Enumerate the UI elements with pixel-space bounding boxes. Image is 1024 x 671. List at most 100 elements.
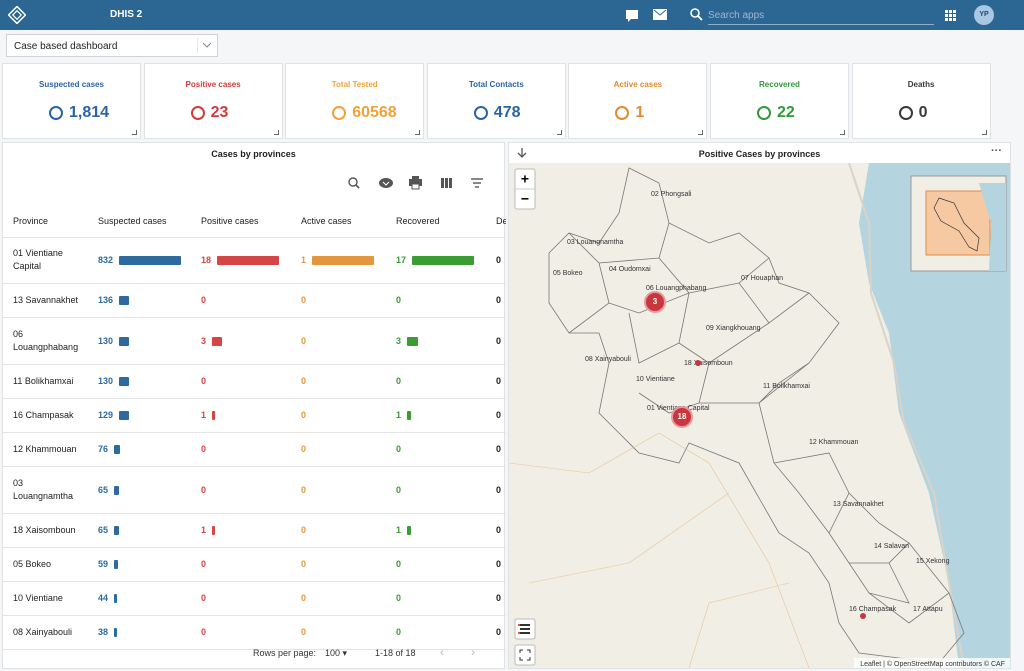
header-bar: DHIS 2 Search apps YP xyxy=(0,0,1024,30)
download-button[interactable] xyxy=(379,178,393,188)
province-cell: 03 Louangnamtha xyxy=(3,467,88,513)
case-cluster[interactable]: 3 xyxy=(644,291,666,313)
kpi-card[interactable]: Positive cases 23 xyxy=(143,63,283,139)
fullscreen-button[interactable] xyxy=(514,644,536,666)
kpi-card[interactable]: Active cases 1 xyxy=(568,63,708,139)
column-header: Suspected cases xyxy=(88,205,191,238)
province-name: 08 Xainyabouli xyxy=(13,627,73,637)
province-cell: 12 Khammouan xyxy=(3,433,88,466)
cell-value: 1 xyxy=(201,525,207,535)
kpi-card[interactable]: Deaths 0 xyxy=(851,63,991,139)
search-button[interactable] xyxy=(348,177,360,189)
province-cell: 16 Champasak xyxy=(3,399,88,432)
cell-value: 0 xyxy=(396,376,402,386)
cell-value: 0 xyxy=(201,627,207,637)
province-label: 08 Xainyabouli xyxy=(585,356,631,363)
cell-value: 0 xyxy=(496,410,502,420)
value-cell: 0 xyxy=(386,433,486,466)
kpi-card[interactable]: Recovered 22 xyxy=(710,63,849,139)
map-menu-button[interactable]: ··· xyxy=(991,145,1002,157)
value-bar xyxy=(212,336,223,346)
table-row: 06 Louangphabang 130 3 0 3 0 xyxy=(3,318,506,365)
kpi-card[interactable]: Total Tested 60568 xyxy=(285,63,425,139)
value-bar xyxy=(217,255,280,265)
value-cell: 0 xyxy=(386,474,486,507)
province-cell: 11 Bolikhamxai xyxy=(3,365,88,398)
zoom-in-button[interactable]: + xyxy=(521,171,529,187)
value-bar xyxy=(407,336,418,346)
legend-button[interactable] xyxy=(514,618,536,640)
cell-value: 0 xyxy=(396,444,402,454)
rows-per-page-select[interactable]: 100 ▾ xyxy=(325,648,348,658)
cell-value: 0 xyxy=(301,627,307,637)
email-icon[interactable] xyxy=(653,9,667,20)
value-cell: 1 xyxy=(291,244,386,277)
province-label: 02 Phongsali xyxy=(651,191,692,198)
filter-button[interactable] xyxy=(471,178,483,188)
kpi-card[interactable]: Total Contacts 478 xyxy=(426,63,566,139)
column-header: Deaths xyxy=(486,205,506,238)
value-cell: 0 xyxy=(191,474,291,507)
download-map-button[interactable] xyxy=(516,147,528,159)
messages-icon[interactable] xyxy=(625,9,639,22)
table-row: 05 Bokeo 59 0 0 0 0 xyxy=(3,548,506,582)
table-row: 16 Champasak 129 1 0 1 0 xyxy=(3,399,506,433)
value-cell: 0 xyxy=(486,433,506,466)
kpi-label: Total Tested xyxy=(331,80,378,89)
print-button[interactable] xyxy=(409,176,422,190)
search-icon xyxy=(690,8,703,21)
user-avatar[interactable]: YP xyxy=(974,5,994,25)
minimap[interactable] xyxy=(910,175,1007,272)
dashboard-selector[interactable]: Case based dashboard xyxy=(6,34,218,57)
value-bar xyxy=(114,594,118,603)
table-row: 08 Xainyabouli 38 0 0 0 0 xyxy=(3,616,506,650)
province-label: 06 Louangphabang xyxy=(646,285,706,292)
dropdown-arrow xyxy=(197,38,212,53)
table-row: 18 Xaisomboun 65 1 0 1 0 xyxy=(3,514,506,548)
cluster-count: 18 xyxy=(678,412,687,421)
value-cell: 0 xyxy=(291,284,386,317)
resize-handle xyxy=(556,130,562,135)
cell-value: 0 xyxy=(201,444,207,454)
columns-button[interactable] xyxy=(441,178,452,188)
kpi-icon xyxy=(615,106,630,120)
value-cell: 0 xyxy=(486,582,506,615)
search-input[interactable]: Search apps xyxy=(708,5,934,25)
cell-value: 0 xyxy=(301,410,307,420)
province-name: 06 Louangphabang xyxy=(13,329,79,352)
value-bar xyxy=(114,445,120,454)
value-cell: 130 xyxy=(88,325,191,358)
map-title: Positive Cases by provinces xyxy=(698,149,821,159)
province-label: 14 Salavan xyxy=(874,543,909,550)
kpi-value: 478 xyxy=(493,104,521,121)
next-page-button[interactable]: › xyxy=(471,645,475,659)
value-bar xyxy=(114,526,119,535)
value-cell: 0 xyxy=(191,433,291,466)
value-cell: 0 xyxy=(486,365,506,398)
resize-handle xyxy=(981,130,987,135)
kpi-icon xyxy=(190,106,205,120)
value-cell: 0 xyxy=(486,474,506,507)
value-cell: 38 xyxy=(88,616,191,649)
value-bar xyxy=(119,336,129,346)
cell-value: 0 xyxy=(301,335,307,346)
column-header: Province xyxy=(3,205,88,238)
kpi-value: 23 xyxy=(210,104,229,121)
table-panel: Cases by provinces Province Suspected cas… xyxy=(2,142,506,669)
prev-page-button[interactable]: ‹ xyxy=(440,645,444,659)
case-point xyxy=(860,613,866,619)
kpi-card[interactable]: Suspected cases 1,814 xyxy=(2,63,141,139)
apps-icon[interactable] xyxy=(945,10,956,21)
map: + − Leaflet | © OpenStreetMap contributo… xyxy=(509,163,1010,668)
cell-value: 0 xyxy=(396,559,402,569)
cell-value: 0 xyxy=(301,593,307,603)
column-header-text: Active cases xyxy=(301,215,352,226)
province-label: 04 Oudomxai xyxy=(609,266,651,273)
zoom-out-button[interactable]: − xyxy=(521,191,529,207)
logo[interactable] xyxy=(8,6,26,24)
cell-value: 0 xyxy=(496,335,502,346)
case-cluster[interactable]: 18 xyxy=(671,406,693,428)
kpi-icon xyxy=(332,106,347,120)
value-cell: 0 xyxy=(386,582,486,615)
value-cell: 0 xyxy=(291,616,386,649)
